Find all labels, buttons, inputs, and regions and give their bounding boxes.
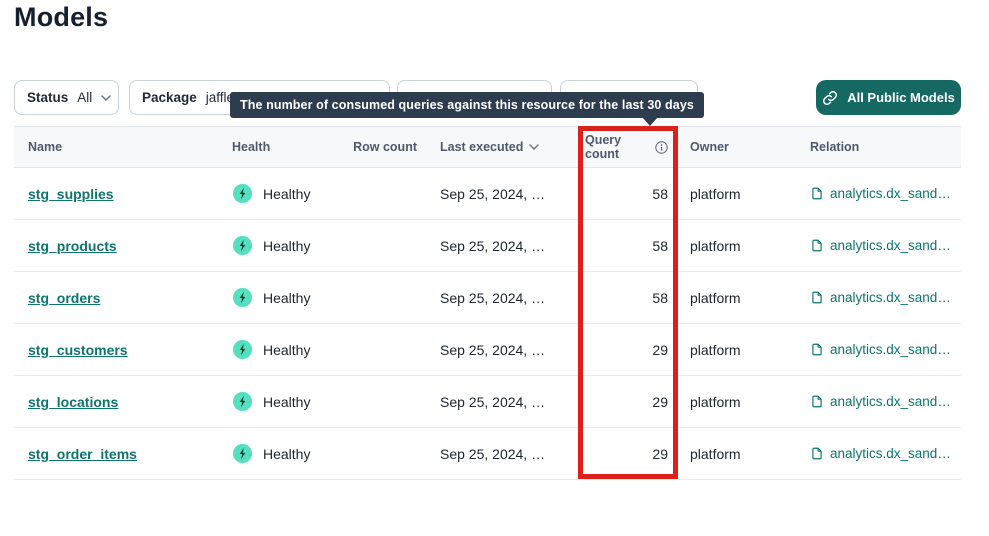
column-header-last-executed[interactable]: Last executed (425, 140, 578, 154)
owner-value: platform (690, 237, 741, 254)
owner-value: platform (690, 445, 741, 462)
page-title: Models (14, 2, 109, 32)
health-label: Healthy (263, 289, 311, 306)
column-header-relation: Relation (810, 140, 860, 154)
relation-link[interactable]: analytics.dx_sand… (830, 186, 951, 201)
query-count-tooltip: The number of consumed queries against t… (230, 92, 704, 126)
status-filter-value: All (77, 90, 93, 105)
model-name-link[interactable]: stg_customers (28, 341, 128, 358)
healthy-status-icon (232, 339, 253, 360)
relation-link[interactable]: analytics.dx_sand… (830, 394, 951, 409)
sort-chevron-down-icon (529, 144, 540, 150)
model-name-link[interactable]: stg_locations (28, 393, 119, 410)
healthy-status-icon (232, 183, 253, 204)
owner-value: platform (690, 393, 741, 410)
status-filter-dropdown[interactable]: Status All (14, 80, 119, 115)
file-icon (812, 239, 822, 252)
health-label: Healthy (263, 445, 311, 462)
last-executed-value: Sep 25, 2024, … (440, 341, 546, 358)
table-row: stg_supplies Healthy Sep 25, 2024, … 58 … (14, 168, 961, 220)
model-name-link[interactable]: stg_products (28, 237, 117, 254)
models-table: Name Health Row count Last executed Quer… (14, 126, 961, 480)
file-icon (812, 187, 822, 200)
model-name-link[interactable]: stg_orders (28, 289, 101, 306)
relation-link[interactable]: analytics.dx_sand… (830, 446, 951, 461)
file-icon (812, 343, 822, 356)
table-row: stg_products Healthy Sep 25, 2024, … 58 … (14, 220, 961, 272)
table-body: stg_supplies Healthy Sep 25, 2024, … 58 … (14, 168, 961, 480)
owner-value: platform (690, 341, 741, 358)
healthy-status-icon (232, 235, 253, 256)
health-label: Healthy (263, 185, 311, 202)
column-header-health: Health (232, 140, 271, 154)
query-count-value: 58 (652, 185, 668, 202)
table-row: stg_locations Healthy Sep 25, 2024, … 29… (14, 376, 961, 428)
model-name-link[interactable]: stg_order_items (28, 445, 137, 462)
last-executed-value: Sep 25, 2024, … (440, 237, 546, 254)
query-count-value: 29 (652, 445, 668, 462)
all-public-models-button[interactable]: All Public Models (816, 80, 961, 115)
table-row: stg_orders Healthy Sep 25, 2024, … 58 pl… (14, 272, 961, 324)
file-icon (812, 395, 822, 408)
owner-value: platform (690, 185, 741, 202)
query-count-value: 58 (652, 289, 668, 306)
last-executed-value: Sep 25, 2024, … (440, 289, 546, 306)
last-executed-value: Sep 25, 2024, … (440, 445, 546, 462)
relation-link[interactable]: analytics.dx_sand… (830, 238, 951, 253)
column-header-query-count: Query count (578, 133, 678, 161)
last-executed-value: Sep 25, 2024, … (440, 393, 546, 410)
table-row: stg_order_items Healthy Sep 25, 2024, … … (14, 428, 961, 480)
health-label: Healthy (263, 237, 311, 254)
healthy-status-icon (232, 287, 253, 308)
all-public-models-label: All Public Models (847, 90, 955, 105)
info-icon[interactable] (655, 140, 668, 155)
status-filter-label: Status (27, 90, 69, 105)
table-header-row: Name Health Row count Last executed Quer… (14, 126, 961, 168)
file-icon (812, 447, 822, 460)
healthy-status-icon (232, 391, 253, 412)
file-icon (812, 291, 822, 304)
relation-link[interactable]: analytics.dx_sand… (830, 290, 951, 305)
healthy-status-icon (232, 443, 253, 464)
health-label: Healthy (263, 393, 311, 410)
last-executed-value: Sep 25, 2024, … (440, 185, 546, 202)
column-header-name: Name (28, 140, 63, 154)
query-count-value: 29 (652, 341, 668, 358)
link-icon (823, 90, 838, 105)
column-header-row-count: Row count (353, 140, 417, 154)
column-header-owner: Owner (690, 140, 729, 154)
package-filter-label: Package (142, 90, 197, 105)
table-row: stg_customers Healthy Sep 25, 2024, … 29… (14, 324, 961, 376)
model-name-link[interactable]: stg_supplies (28, 185, 114, 202)
tooltip-text: The number of consumed queries against t… (240, 98, 694, 112)
health-label: Healthy (263, 341, 311, 358)
query-count-value: 58 (652, 237, 668, 254)
owner-value: platform (690, 289, 741, 306)
relation-link[interactable]: analytics.dx_sand… (830, 342, 951, 357)
tooltip-caret (642, 117, 658, 126)
chevron-down-icon (101, 94, 112, 101)
query-count-value: 29 (652, 393, 668, 410)
